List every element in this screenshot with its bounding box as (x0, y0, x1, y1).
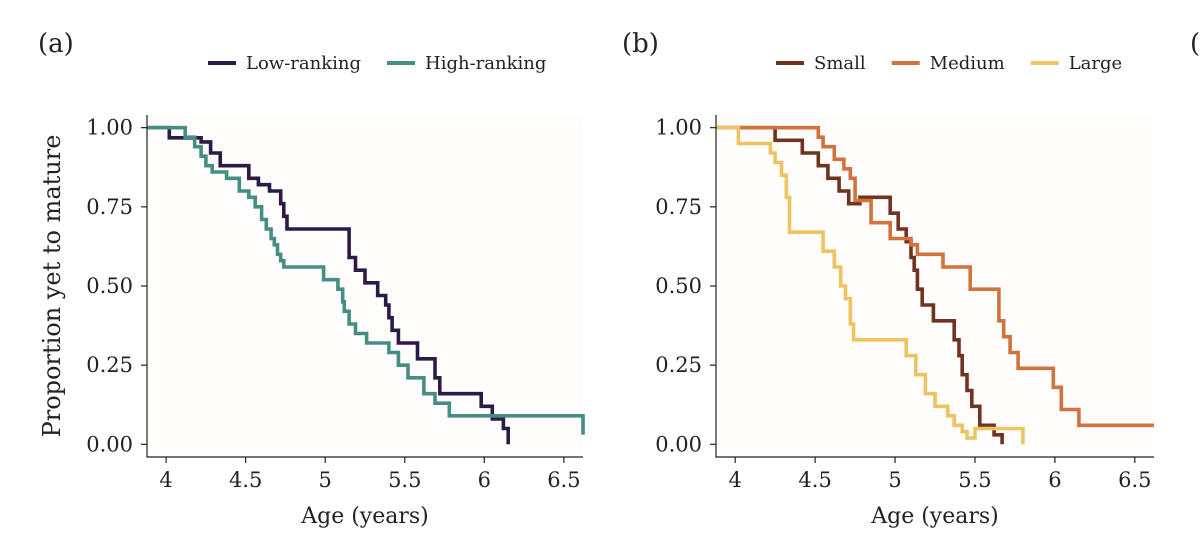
x-tick-label-b: 5.5 (958, 468, 991, 492)
x-tick-label-a: 4.5 (229, 468, 262, 492)
x-axis-label-a: Age (years) (300, 504, 429, 529)
x-tick-label-a: 6 (478, 468, 491, 492)
axes-a (146, 115, 583, 458)
series-line-large (716, 125, 1025, 445)
y-tick-label-b: 1.00 (655, 116, 702, 140)
series-line-low-ranking (147, 125, 510, 445)
x-tick-label-b: 6 (1048, 468, 1061, 492)
series-line-high-ranking (147, 125, 585, 435)
x-tick-label-b: 4 (728, 468, 741, 492)
x-axis-label-b: Age (years) (870, 504, 999, 529)
legend-a: Low-ranking High-ranking (208, 53, 546, 74)
panel-b: (b) Age (years) Small Medium Large 4 4.5 5 5.… (622, 29, 1154, 529)
y-tick-label-b: 0.75 (655, 195, 702, 219)
axes-b (715, 115, 1154, 458)
y-tick-label-b: 0.50 (655, 274, 702, 298)
x-tick-label-b: 6.5 (1118, 468, 1151, 492)
x-tick-label-b: 4.5 (798, 468, 831, 492)
y-tick-label-b: 0.25 (655, 353, 702, 377)
series-lines-a (147, 125, 585, 445)
series-lines-b (716, 125, 1154, 445)
y-tick-label-a: 0.50 (86, 274, 133, 298)
legend-b: Small Medium Large (776, 53, 1122, 74)
y-tick-label-a: 1.00 (86, 116, 133, 140)
y-tick-label-a: 0.00 (86, 432, 133, 456)
panel-label-c: ( (1190, 29, 1200, 59)
series-line-small (716, 125, 1004, 445)
series-line-medium (716, 125, 1154, 428)
axis-ticks-a: 4 4.5 5 5.5 6 6.5 0.00 0.25 0.50 0.75 1.00 (86, 116, 580, 492)
legend-label-large: Large (1069, 53, 1122, 74)
y-axis-label-a: Proportion yet to mature (38, 135, 66, 438)
x-tick-label-a: 5.5 (388, 468, 421, 492)
x-tick-label-b: 5 (888, 468, 901, 492)
panel-label-b: (b) (622, 29, 659, 59)
legend-label-high-ranking: High-ranking (425, 53, 546, 74)
legend-label-small: Small (814, 53, 866, 74)
axis-ticks-b: 4 4.5 5 5.5 6 6.5 0.00 0.25 0.50 0.75 1.00 (655, 116, 1151, 492)
legend-label-medium: Medium (930, 53, 1005, 74)
panel-label-a: (a) (38, 29, 74, 59)
x-tick-label-a: 4 (159, 468, 172, 492)
legend-label-low-ranking: Low-ranking (246, 53, 361, 74)
y-tick-label-a: 0.75 (86, 195, 133, 219)
x-tick-label-a: 6.5 (547, 468, 580, 492)
x-tick-label-a: 5 (319, 468, 332, 492)
y-tick-label-a: 0.25 (86, 353, 133, 377)
panel-a: (a) Proportion yet to mature Age (years)… (38, 29, 585, 529)
y-tick-label-b: 0.00 (655, 432, 702, 456)
